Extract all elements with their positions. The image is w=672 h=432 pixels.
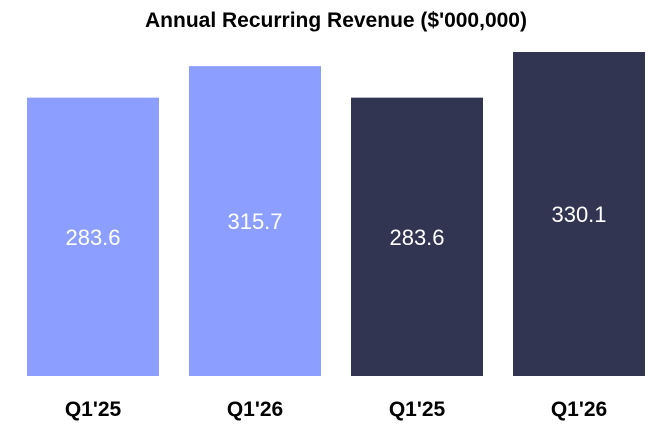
bar-value-label-3: 283.6 bbox=[389, 225, 444, 250]
bar-4 bbox=[513, 52, 645, 376]
bar-1 bbox=[27, 97, 159, 376]
x-tick-label-1: Q1'25 bbox=[65, 398, 122, 421]
x-tick-label-2: Q1'26 bbox=[227, 398, 283, 421]
x-tick-label-4: Q1'26 bbox=[551, 398, 607, 421]
bar-value-label-4: 330.1 bbox=[551, 202, 606, 227]
bar-value-label-1: 283.6 bbox=[65, 225, 120, 250]
chart-title: Annual Recurring Revenue ($'000,000) bbox=[145, 9, 527, 32]
bar-value-label-2: 315.7 bbox=[227, 209, 282, 234]
bar-3 bbox=[351, 97, 483, 376]
x-tick-label-3: Q1'25 bbox=[389, 398, 446, 421]
bar-2 bbox=[189, 66, 321, 376]
